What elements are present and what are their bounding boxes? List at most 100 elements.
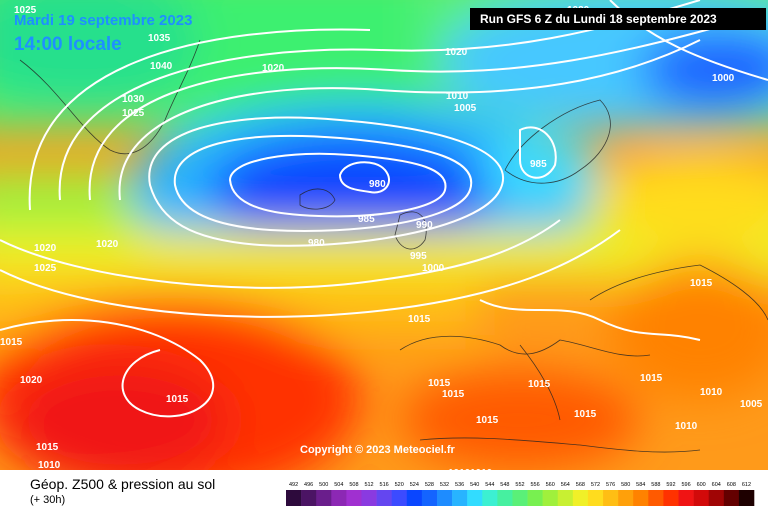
- scale-tick-label: 504: [334, 482, 343, 488]
- scale-swatch: [663, 490, 679, 506]
- pressure-label: 1025: [122, 108, 145, 119]
- scale-tick-label: 592: [666, 482, 675, 488]
- pressure-label: 1020: [262, 63, 285, 74]
- scale-tick-label: 520: [395, 482, 404, 488]
- copyright: Copyright © 2023 Meteociel.fr: [300, 444, 455, 456]
- scale-swatch: [527, 490, 543, 506]
- scale-swatch: [406, 490, 423, 506]
- scale-tick-label: 568: [576, 482, 585, 488]
- map-canvas: 1035104010301025102010201010100510001020…: [0, 0, 768, 470]
- pressure-label: 1015: [640, 373, 663, 384]
- scale-tick-label: 528: [425, 482, 434, 488]
- pressure-label: 1000: [712, 73, 735, 84]
- pressure-label: 1015: [442, 389, 465, 400]
- pressure-label: 1015: [36, 442, 59, 453]
- scale-swatch: [497, 490, 513, 506]
- scale-swatch: [557, 490, 574, 506]
- pressure-label: 980: [369, 179, 386, 190]
- scale-swatch: [708, 490, 725, 506]
- scale-tick-label: 540: [470, 482, 479, 488]
- pressure-label: 985: [358, 214, 375, 225]
- pressure-label: 995: [410, 251, 427, 262]
- scale-tick-label: 604: [712, 482, 721, 488]
- pressure-label: 1015: [408, 314, 431, 325]
- scale-tick-label: 544: [485, 482, 494, 488]
- pressure-label: 1020: [34, 243, 57, 254]
- pressure-label: 1030: [122, 94, 145, 105]
- scale-tick-label: 508: [349, 482, 358, 488]
- pressure-label: 1000: [422, 263, 445, 274]
- scale-swatch: [286, 490, 302, 506]
- scale-tick-label: 512: [364, 482, 373, 488]
- scale-swatch: [633, 490, 649, 506]
- scale-swatch: [452, 490, 468, 506]
- pressure-label: 1020: [445, 47, 468, 58]
- scale-swatch: [316, 490, 332, 506]
- scale-swatch: [467, 490, 483, 506]
- scale-swatch: [331, 490, 347, 506]
- forecast-offset: (+ 30h): [30, 494, 66, 506]
- scale-swatch: [738, 490, 755, 506]
- scale-swatch: [482, 490, 498, 506]
- scale-swatch: [603, 490, 619, 506]
- pressure-label: 1015: [690, 278, 713, 289]
- pressure-label: 1015: [574, 409, 597, 420]
- isobars: [0, 0, 768, 418]
- pressure-label: 1040: [150, 61, 173, 72]
- scale-swatch: [648, 490, 664, 506]
- scale-tick-label: 564: [561, 482, 570, 488]
- scale-swatch: [678, 490, 694, 506]
- pressure-label: 1035: [148, 33, 171, 44]
- scale-swatch: [346, 490, 362, 506]
- scale-tick-label: 552: [515, 482, 524, 488]
- scale-swatch: [542, 490, 559, 506]
- pressure-label: 1010: [446, 91, 469, 102]
- scale-tick-label: 548: [500, 482, 509, 488]
- pressure-label: 1010: [38, 460, 61, 470]
- pressure-label: 1015: [166, 394, 189, 405]
- pressure-label: 1010: [675, 421, 698, 432]
- scale-tick-label: 532: [440, 482, 449, 488]
- pressure-label: 1025: [34, 263, 57, 274]
- pressure-label: 980: [308, 238, 325, 249]
- pressure-label: 1015: [0, 337, 23, 348]
- scale-tick-label: 612: [742, 482, 751, 488]
- pressure-label: 1010: [448, 468, 471, 470]
- pressure-label: 1010: [470, 468, 493, 470]
- run-info: Run GFS 6 Z du Lundi 18 septembre 2023: [470, 8, 766, 30]
- legend-footer: Géop. Z500 & pression au sol (+ 30h) 492…: [0, 470, 768, 512]
- scale-tick-label: 572: [591, 482, 600, 488]
- scale-tick-label: 496: [304, 482, 313, 488]
- pressure-label: 1020: [96, 239, 119, 250]
- pressure-label: 1025: [14, 5, 37, 16]
- pressure-label: 1015: [528, 379, 551, 390]
- scale-swatch: [572, 490, 589, 506]
- scale-tick-label: 516: [380, 482, 389, 488]
- scale-swatch: [587, 490, 604, 506]
- coastlines: [19, 39, 768, 453]
- scale-tick-label: 576: [606, 482, 615, 488]
- pressure-label: 1005: [454, 103, 477, 114]
- scale-swatch: [723, 490, 740, 506]
- scale-tick-label: 580: [621, 482, 630, 488]
- forecast-time: 14:00 locale: [14, 34, 122, 55]
- pressure-label: 1010: [700, 387, 723, 398]
- color-scale: 492 496 500 504 508 512 516 520 524 528 532 536 540 5…: [286, 482, 755, 506]
- scale-tick-label: 536: [455, 482, 464, 488]
- pressure-label: 1005: [740, 399, 763, 410]
- scale-swatch: [361, 490, 377, 506]
- scale-swatch: [436, 490, 453, 506]
- scale-swatch: [618, 490, 634, 506]
- scale-swatch: [421, 490, 438, 506]
- pressure-label: 985: [530, 159, 547, 170]
- scale-tick-label: 500: [319, 482, 328, 488]
- scale-tick-label: 608: [727, 482, 736, 488]
- pressure-label: 1015: [476, 415, 499, 426]
- scale-swatch: [301, 490, 317, 506]
- scale-tick-label: 588: [651, 482, 660, 488]
- scale-tick-label: 600: [697, 482, 706, 488]
- scale-tick-label: 524: [410, 482, 419, 488]
- scale-swatch: [693, 490, 710, 506]
- scale-tick-label: 560: [546, 482, 555, 488]
- map-title: Géop. Z500 & pression au sol: [30, 476, 216, 492]
